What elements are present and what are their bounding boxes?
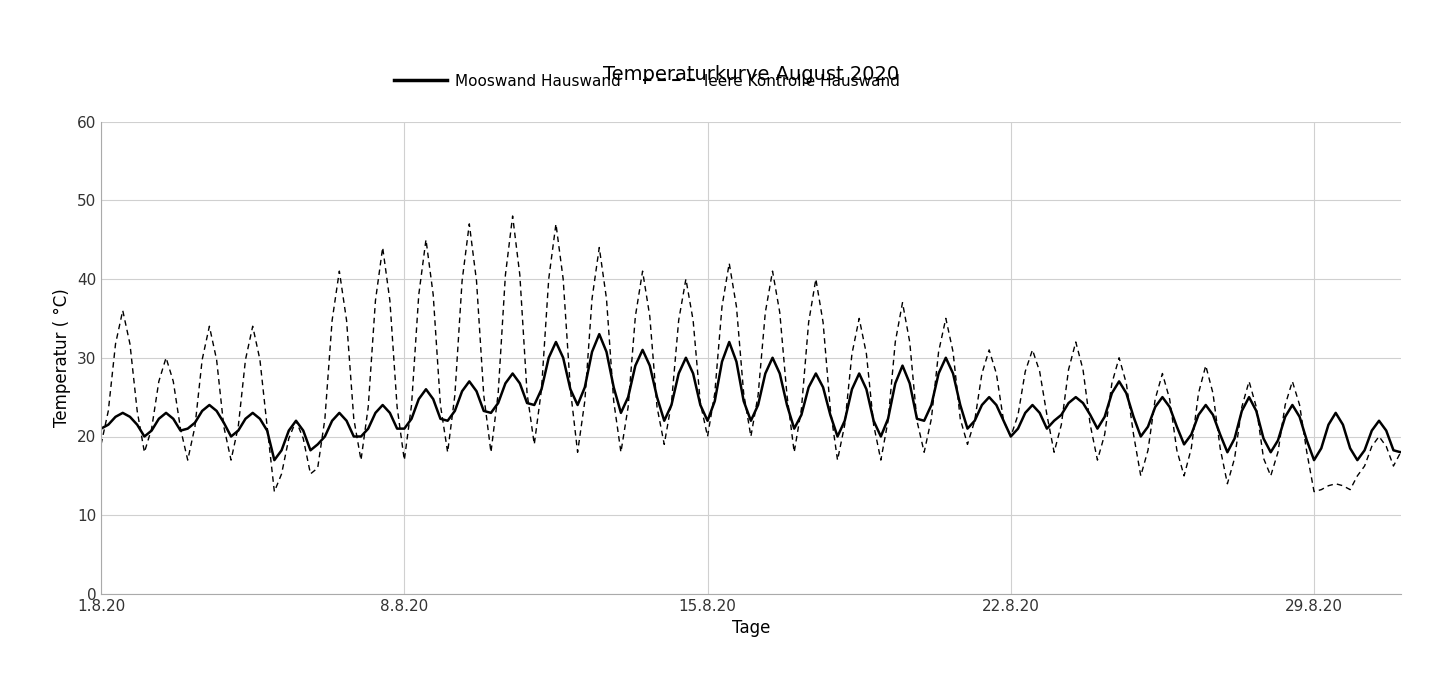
Mooswand Hauswand — [1428, 444, 1444, 452]
leere Kontrolle Hauswand — [1125, 431, 1142, 439]
Mooswand Hauswand — [302, 446, 319, 454]
Legend: Mooswand Hauswand, leere Kontrolle Hauswand: Mooswand Hauswand, leere Kontrolle Hausw… — [387, 68, 907, 95]
Title: Temperaturkurve August 2020: Temperaturkurve August 2020 — [602, 65, 900, 84]
Y-axis label: Temperatur ( °C): Temperatur ( °C) — [53, 288, 71, 427]
Line: leere Kontrolle Hauswand: leere Kontrolle Hauswand — [101, 216, 1437, 491]
leere Kontrolle Hauswand — [92, 440, 110, 448]
Mooswand Hauswand — [937, 354, 954, 362]
Mooswand Hauswand — [742, 416, 760, 425]
leere Kontrolle Hauswand — [879, 416, 897, 425]
leere Kontrolle Hauswand — [504, 212, 521, 220]
leere Kontrolle Hauswand — [302, 470, 319, 478]
X-axis label: Tage: Tage — [732, 620, 770, 637]
Mooswand Hauswand — [1334, 421, 1352, 429]
leere Kontrolle Hauswand — [742, 433, 760, 441]
leere Kontrolle Hauswand — [1428, 440, 1444, 448]
leere Kontrolle Hauswand — [266, 487, 283, 495]
Mooswand Hauswand — [266, 456, 283, 464]
leere Kontrolle Hauswand — [937, 315, 954, 323]
Mooswand Hauswand — [1125, 412, 1142, 421]
Mooswand Hauswand — [92, 425, 110, 433]
Line: Mooswand Hauswand: Mooswand Hauswand — [101, 334, 1437, 460]
Mooswand Hauswand — [591, 330, 608, 338]
Mooswand Hauswand — [879, 414, 897, 423]
leere Kontrolle Hauswand — [1334, 482, 1352, 490]
